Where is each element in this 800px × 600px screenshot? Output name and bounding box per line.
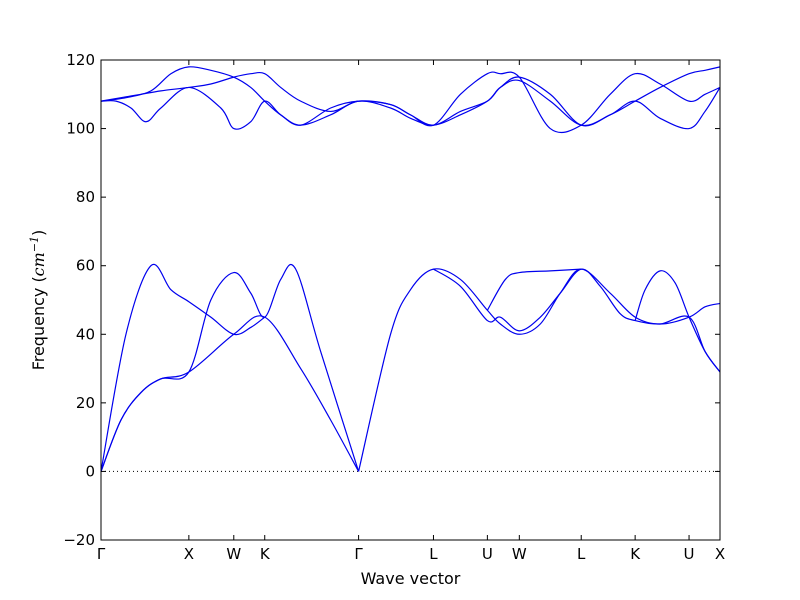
x-tick-label: X xyxy=(715,545,725,563)
y-axis-label-text: Frequency ( xyxy=(29,276,48,370)
band-line-9 xyxy=(100,66,721,127)
band-line-5 xyxy=(433,268,721,373)
band-line-3 xyxy=(100,263,360,472)
band-line-8 xyxy=(100,79,721,130)
plot-frame xyxy=(100,59,721,541)
y-axis: −20 0 20 40 60 80 100 120 xyxy=(63,51,720,549)
y-tick-label: −20 xyxy=(63,531,95,549)
x-tick-label: K xyxy=(630,545,641,563)
y-tick-label: 120 xyxy=(66,51,95,69)
band-line-10 xyxy=(100,66,721,134)
y-axis-label: Frequency (cm−1) xyxy=(28,230,49,371)
y-tick-label: 0 xyxy=(85,462,95,480)
y-tick-label: 60 xyxy=(76,257,95,275)
x-tick-label: Γ xyxy=(354,545,363,563)
x-tick-label: L xyxy=(577,545,586,563)
y-axis-label-exponent: −1 xyxy=(28,236,41,252)
x-tick-label: X xyxy=(184,545,194,563)
x-tick-label: W xyxy=(512,545,527,563)
band-line-2 xyxy=(100,263,266,472)
x-tick-label: U xyxy=(482,545,493,563)
y-axis-label-close: ) xyxy=(29,230,48,236)
band-series-group xyxy=(100,66,721,472)
x-axis-label: Wave vector xyxy=(361,569,461,588)
band-line-6 xyxy=(486,268,582,311)
y-tick-label: 20 xyxy=(76,394,95,412)
band-line-4 xyxy=(357,268,721,472)
x-tick-label: U xyxy=(684,545,695,563)
y-axis-label-unit: cm xyxy=(29,252,48,276)
y-tick-label: 80 xyxy=(76,188,95,206)
x-tick-label: L xyxy=(429,545,438,563)
x-tick-label: Γ xyxy=(97,545,106,563)
y-tick-label: 100 xyxy=(66,120,95,138)
x-tick-label: W xyxy=(226,545,241,563)
band-line-7 xyxy=(634,270,721,373)
y-tick-label: 40 xyxy=(76,325,95,343)
x-tick-label: K xyxy=(260,545,271,563)
